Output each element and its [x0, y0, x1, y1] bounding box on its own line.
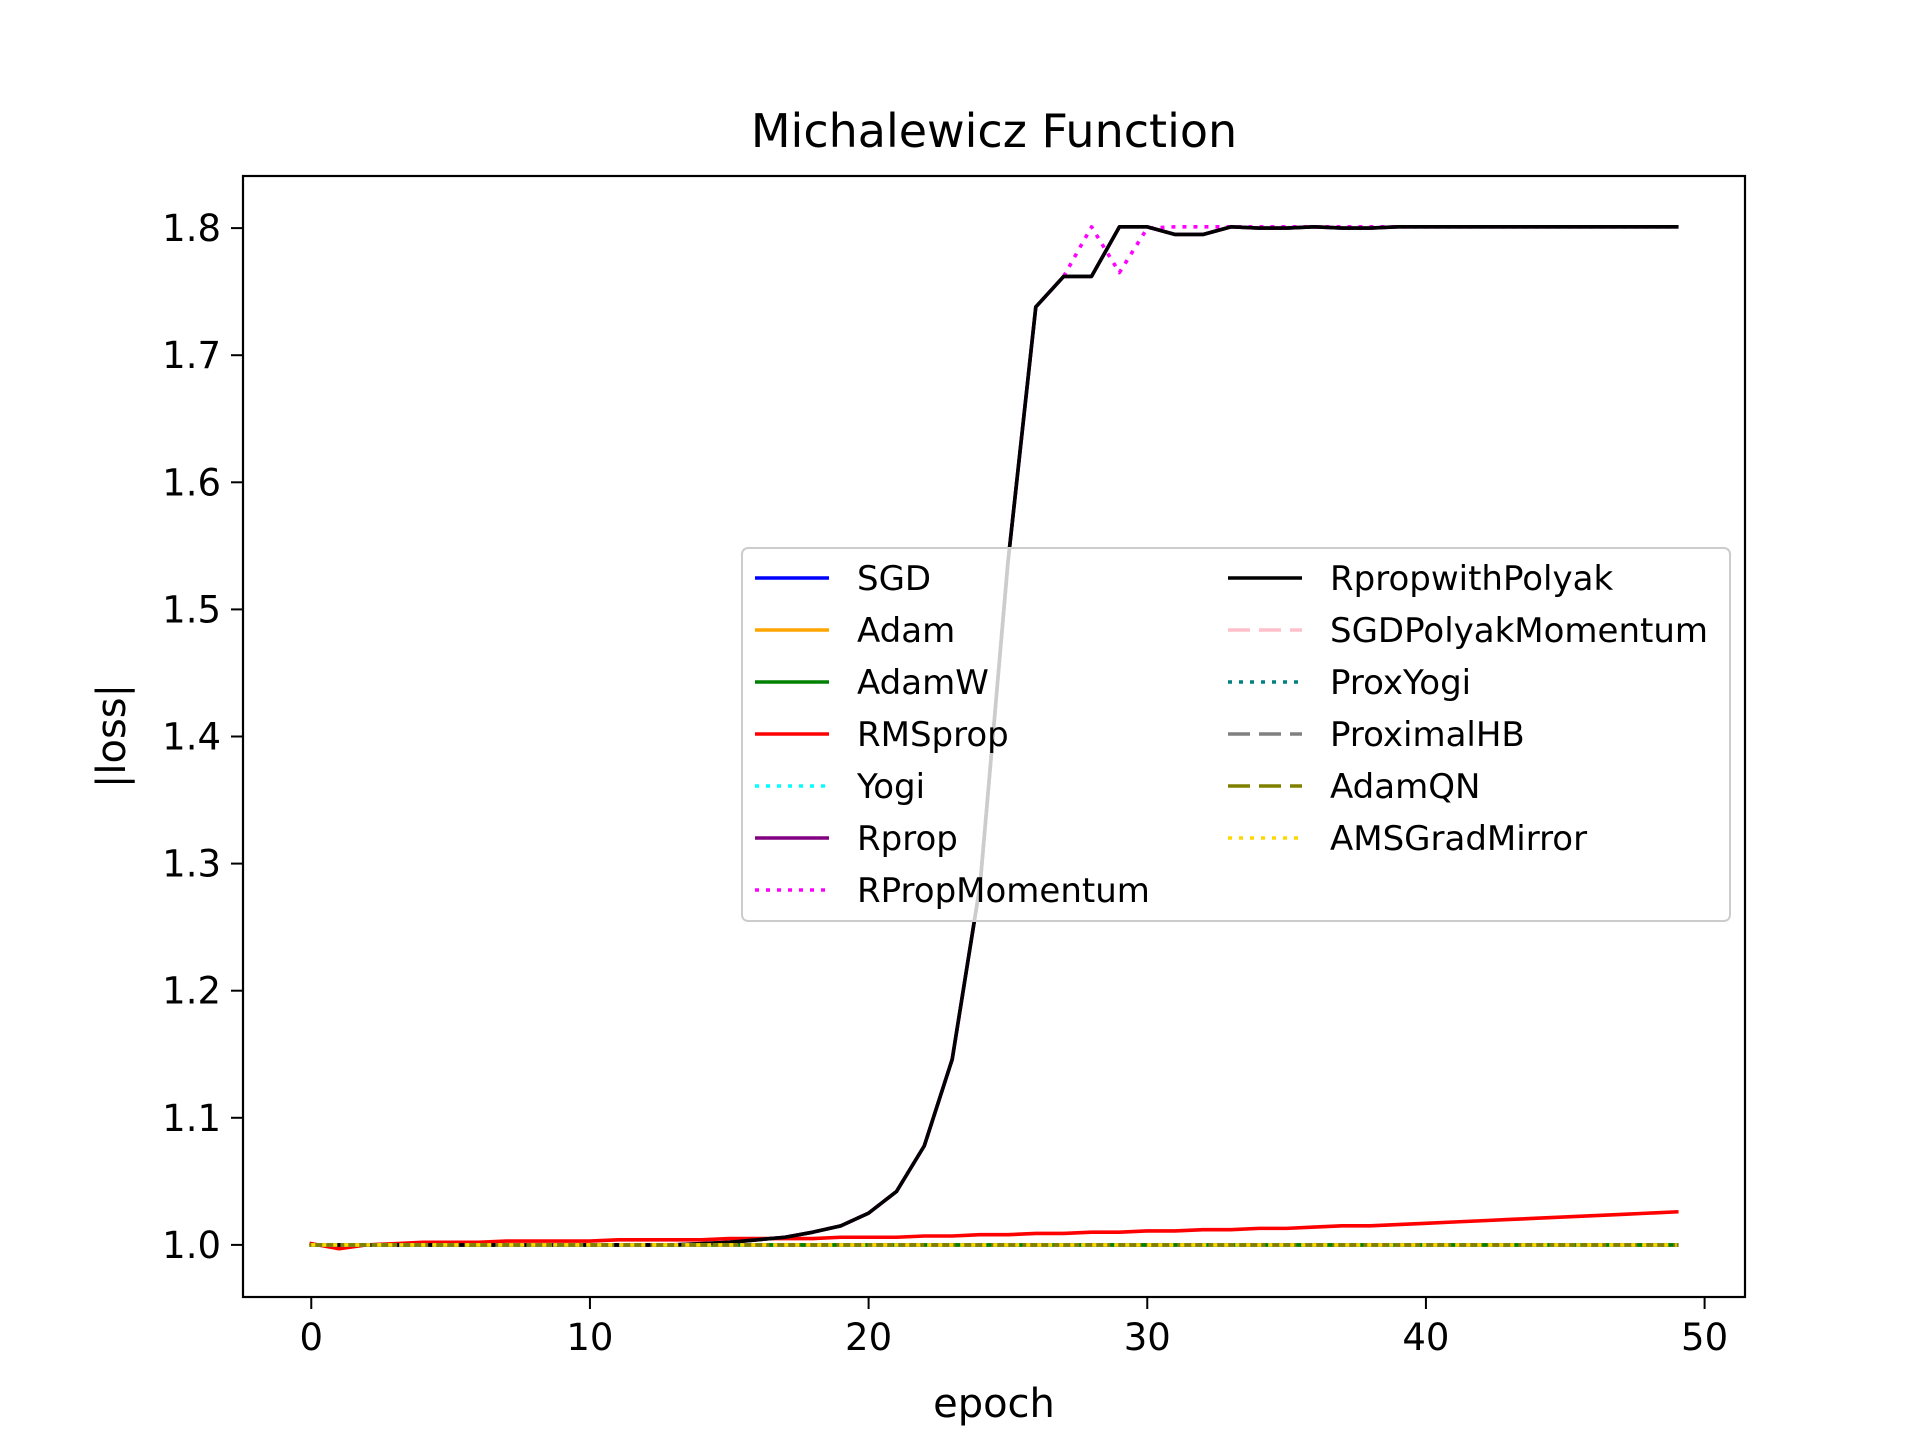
x-tick-label: 10: [566, 1316, 613, 1359]
y-tick-label: 1.6: [162, 461, 221, 504]
y-tick-label: 1.4: [162, 716, 221, 759]
x-tick-label: 50: [1681, 1316, 1728, 1359]
y-tick-label: 1.3: [162, 843, 221, 886]
y-axis-label: |loss|: [89, 684, 135, 788]
y-tick-label: 1.1: [162, 1097, 221, 1140]
legend-label: Adam: [857, 611, 955, 651]
legend-label: RPropMomentum: [857, 871, 1150, 911]
legend-label: RMSprop: [857, 715, 1009, 755]
x-tick-label: 40: [1402, 1316, 1449, 1359]
x-tick-label: 0: [299, 1316, 323, 1359]
y-axis: 1.0 1.1 1.2 1.3 1.4 1.5 1.6 1.7 1.8: [162, 207, 243, 1267]
chart-title: Michalewicz Function: [751, 104, 1237, 158]
legend-label: RpropwithPolyak: [1330, 559, 1613, 599]
y-tick-label: 1.7: [162, 334, 221, 377]
legend-label: AdamW: [857, 663, 989, 703]
x-axis: 0 10 20 30 40 50: [299, 1297, 1728, 1359]
legend-label: AMSGradMirror: [1330, 819, 1587, 859]
y-tick-label: 1.0: [162, 1224, 221, 1267]
y-tick-label: 1.8: [162, 207, 221, 250]
x-tick-label: 20: [845, 1316, 892, 1359]
legend-label: AdamQN: [1330, 767, 1480, 807]
legend-label: Rprop: [857, 819, 958, 859]
legend-label: SGDPolyakMomentum: [1330, 611, 1708, 651]
legend: SGD Adam AdamW RMSprop Yogi Rprop RPropMomentu…: [741, 547, 1731, 922]
legend-label: ProximalHB: [1330, 715, 1525, 755]
x-axis-label: epoch: [933, 1381, 1055, 1427]
legend-label: SGD: [857, 559, 931, 599]
series-line-rmsprop: [309, 1209, 1679, 1251]
y-tick-label: 1.2: [162, 970, 221, 1013]
y-tick-label: 1.5: [162, 588, 221, 631]
legend-label: ProxYogi: [1330, 663, 1471, 703]
legend-label: Yogi: [856, 767, 925, 807]
x-tick-label: 30: [1124, 1316, 1171, 1359]
